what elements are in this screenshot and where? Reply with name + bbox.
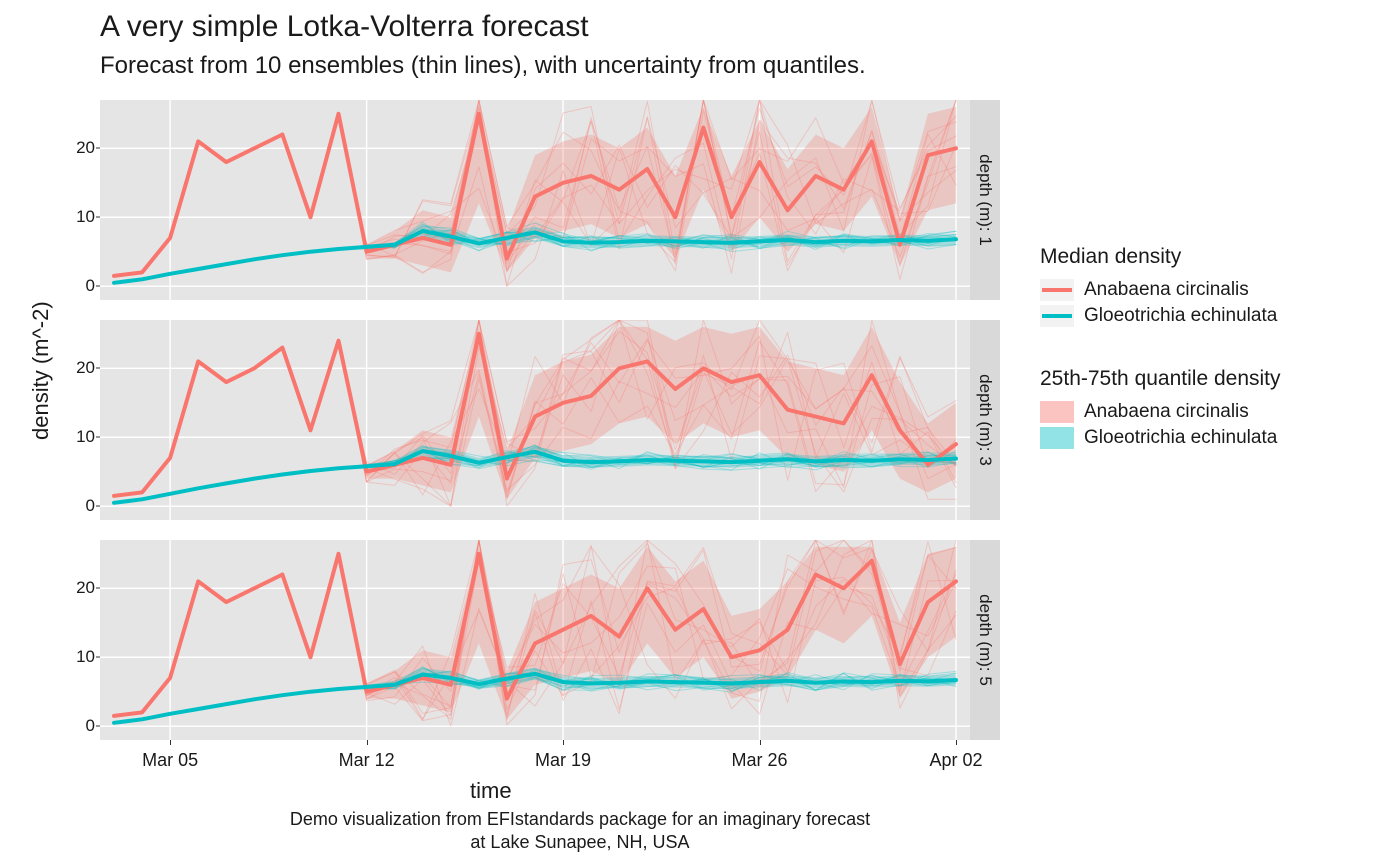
x-tick-label: Mar 12 bbox=[339, 750, 395, 771]
y-tick-label: 10 bbox=[76, 427, 95, 447]
legend: Median density Anabaena circinalis Gloeo… bbox=[1040, 245, 1380, 453]
legend-item-series-a-line: Anabaena circinalis bbox=[1040, 279, 1380, 301]
legend-item-series-b-line: Gloeotrichia echinulata bbox=[1040, 305, 1380, 327]
legend-label-a: Anabaena circinalis bbox=[1084, 279, 1249, 301]
x-tick-label: Mar 26 bbox=[732, 750, 788, 771]
facet-strip: depth (m): 1 bbox=[970, 100, 1000, 300]
y-tick-label: 20 bbox=[76, 138, 95, 158]
facet-panels: depth (m): 1 depth (m): 3 depth (m): 5 bbox=[100, 100, 1000, 740]
legend-item-series-a-fill: Anabaena circinalis bbox=[1040, 401, 1380, 423]
legend-median-title: Median density bbox=[1040, 245, 1380, 269]
facet-panel bbox=[100, 540, 970, 740]
chart-subtitle: Forecast from 10 ensembles (thin lines),… bbox=[100, 52, 866, 80]
y-axis-label: density (m^-2) bbox=[28, 301, 54, 440]
y-tick-label: 0 bbox=[86, 716, 95, 736]
y-tick-label: 20 bbox=[76, 578, 95, 598]
legend-item-series-b-fill: Gloeotrichia echinulata bbox=[1040, 427, 1380, 449]
facet-strip-label: depth (m): 5 bbox=[975, 594, 995, 686]
facet-panel bbox=[100, 100, 970, 300]
figure: A very simple Lotka-Volterra forecast Fo… bbox=[0, 0, 1400, 865]
y-tick-label: 10 bbox=[76, 647, 95, 667]
y-tick-label: 20 bbox=[76, 358, 95, 378]
x-axis-ticks: Mar 05Mar 12Mar 19Mar 26Apr 02 bbox=[100, 744, 970, 774]
chart-title: A very simple Lotka-Volterra forecast bbox=[100, 10, 589, 44]
facet-panel bbox=[100, 320, 970, 520]
legend-label-a2: Anabaena circinalis bbox=[1084, 401, 1249, 423]
y-tick-label: 10 bbox=[76, 207, 95, 227]
y-axis-ticks: 0 10 20 0 10 20 0 10 20 bbox=[55, 100, 95, 740]
legend-swatch-fill-a bbox=[1040, 401, 1074, 423]
legend-label-b2: Gloeotrichia echinulata bbox=[1084, 427, 1277, 449]
legend-quantile-title: 25th-75th quantile density bbox=[1040, 367, 1380, 391]
y-tick-label: 0 bbox=[86, 276, 95, 296]
legend-label-b: Gloeotrichia echinulata bbox=[1084, 305, 1277, 327]
x-axis-label: time bbox=[470, 778, 512, 804]
facet-strip-label: depth (m): 3 bbox=[975, 374, 995, 466]
legend-swatch-line-a bbox=[1040, 279, 1074, 301]
y-tick-label: 0 bbox=[86, 496, 95, 516]
facet-strip: depth (m): 5 bbox=[970, 540, 1000, 740]
facet-strip-label: depth (m): 1 bbox=[975, 154, 995, 246]
legend-swatch-fill-b bbox=[1040, 427, 1074, 449]
x-tick-label: Mar 19 bbox=[535, 750, 591, 771]
facet-strip: depth (m): 3 bbox=[970, 320, 1000, 520]
chart-caption: Demo visualization from EFIstandards pac… bbox=[280, 808, 880, 853]
x-tick-label: Mar 05 bbox=[142, 750, 198, 771]
x-tick-label: Apr 02 bbox=[929, 750, 982, 771]
legend-swatch-line-b bbox=[1040, 305, 1074, 327]
